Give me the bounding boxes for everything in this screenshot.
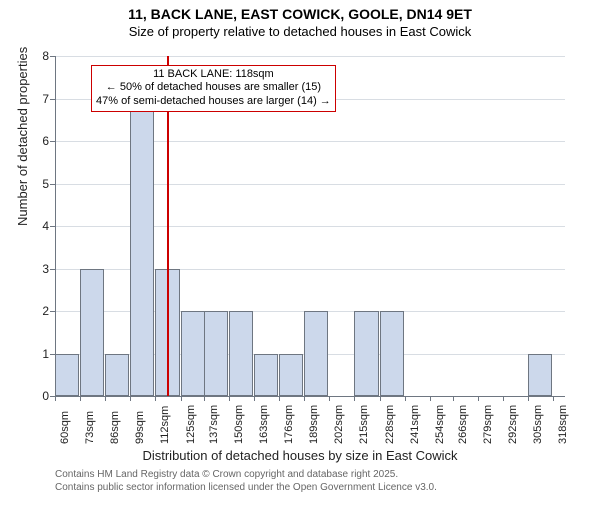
page-title: 11, BACK LANE, EAST COWICK, GOOLE, DN14 … xyxy=(0,6,600,22)
gridline xyxy=(55,56,565,57)
chart-plot: 01234567860sqm73sqm86sqm99sqm112sqm125sq… xyxy=(55,56,565,396)
x-tick-label: 137sqm xyxy=(208,405,220,444)
x-tick-label: 318sqm xyxy=(557,405,569,444)
y-tick-label: 6 xyxy=(42,134,49,148)
histogram-bar xyxy=(80,269,104,397)
x-tick-label: 202sqm xyxy=(333,405,345,444)
y-tick-label: 4 xyxy=(42,219,49,233)
x-tick-label: 99sqm xyxy=(134,411,146,444)
footer-line-1: Contains HM Land Registry data © Crown c… xyxy=(55,468,437,481)
y-tick-label: 1 xyxy=(42,347,49,361)
y-tick-label: 2 xyxy=(42,304,49,318)
histogram-bar xyxy=(304,311,328,396)
annotation-line-1: 11 BACK LANE: 118sqm xyxy=(96,68,331,82)
y-axis-label: Number of detached properties xyxy=(15,47,30,226)
x-tick-label: 305sqm xyxy=(532,405,544,444)
annotation-line-3: 47% of semi-detached houses are larger (… xyxy=(96,95,331,109)
x-tick-label: 163sqm xyxy=(258,405,270,444)
x-tick-label: 125sqm xyxy=(185,405,197,444)
annotation-box: 11 BACK LANE: 118sqm← 50% of detached ho… xyxy=(91,65,336,112)
y-tick-label: 5 xyxy=(42,177,49,191)
x-tick-label: 241sqm xyxy=(409,405,421,444)
x-tick-label: 254sqm xyxy=(434,405,446,444)
y-tick-label: 3 xyxy=(42,262,49,276)
histogram-bar xyxy=(254,354,278,397)
x-tick-label: 86sqm xyxy=(109,411,121,444)
x-axis-label: Distribution of detached houses by size … xyxy=(0,448,600,463)
page-subtitle: Size of property relative to detached ho… xyxy=(0,24,600,39)
x-tick-label: 60sqm xyxy=(59,411,71,444)
x-tick-label: 150sqm xyxy=(233,405,245,444)
x-tick-label: 73sqm xyxy=(84,411,96,444)
x-tick-label: 215sqm xyxy=(358,405,370,444)
footer-line-2: Contains public sector information licen… xyxy=(55,481,437,494)
annotation-line-2: ← 50% of detached houses are smaller (15… xyxy=(96,81,331,95)
footer-credits: Contains HM Land Registry data © Crown c… xyxy=(55,468,437,494)
histogram-bar xyxy=(105,354,129,397)
histogram-bar xyxy=(380,311,404,396)
x-tick-label: 176sqm xyxy=(283,405,295,444)
histogram-bar xyxy=(204,311,228,396)
histogram-bar xyxy=(528,354,552,397)
histogram-bar xyxy=(354,311,378,396)
histogram-bar xyxy=(279,354,303,397)
x-tick-label: 292sqm xyxy=(507,405,519,444)
y-tick-label: 7 xyxy=(42,92,49,106)
x-tick-label: 189sqm xyxy=(308,405,320,444)
histogram-bar xyxy=(181,311,205,396)
histogram-bar xyxy=(55,354,79,397)
x-tick-label: 279sqm xyxy=(482,405,494,444)
x-tick-label: 112sqm xyxy=(159,406,171,444)
y-tick-label: 8 xyxy=(42,49,49,63)
x-tick-label: 228sqm xyxy=(384,405,396,444)
histogram-bar xyxy=(130,99,154,397)
histogram-bar xyxy=(229,311,253,396)
y-tick-label: 0 xyxy=(42,389,49,403)
x-tick-label: 266sqm xyxy=(457,405,469,444)
